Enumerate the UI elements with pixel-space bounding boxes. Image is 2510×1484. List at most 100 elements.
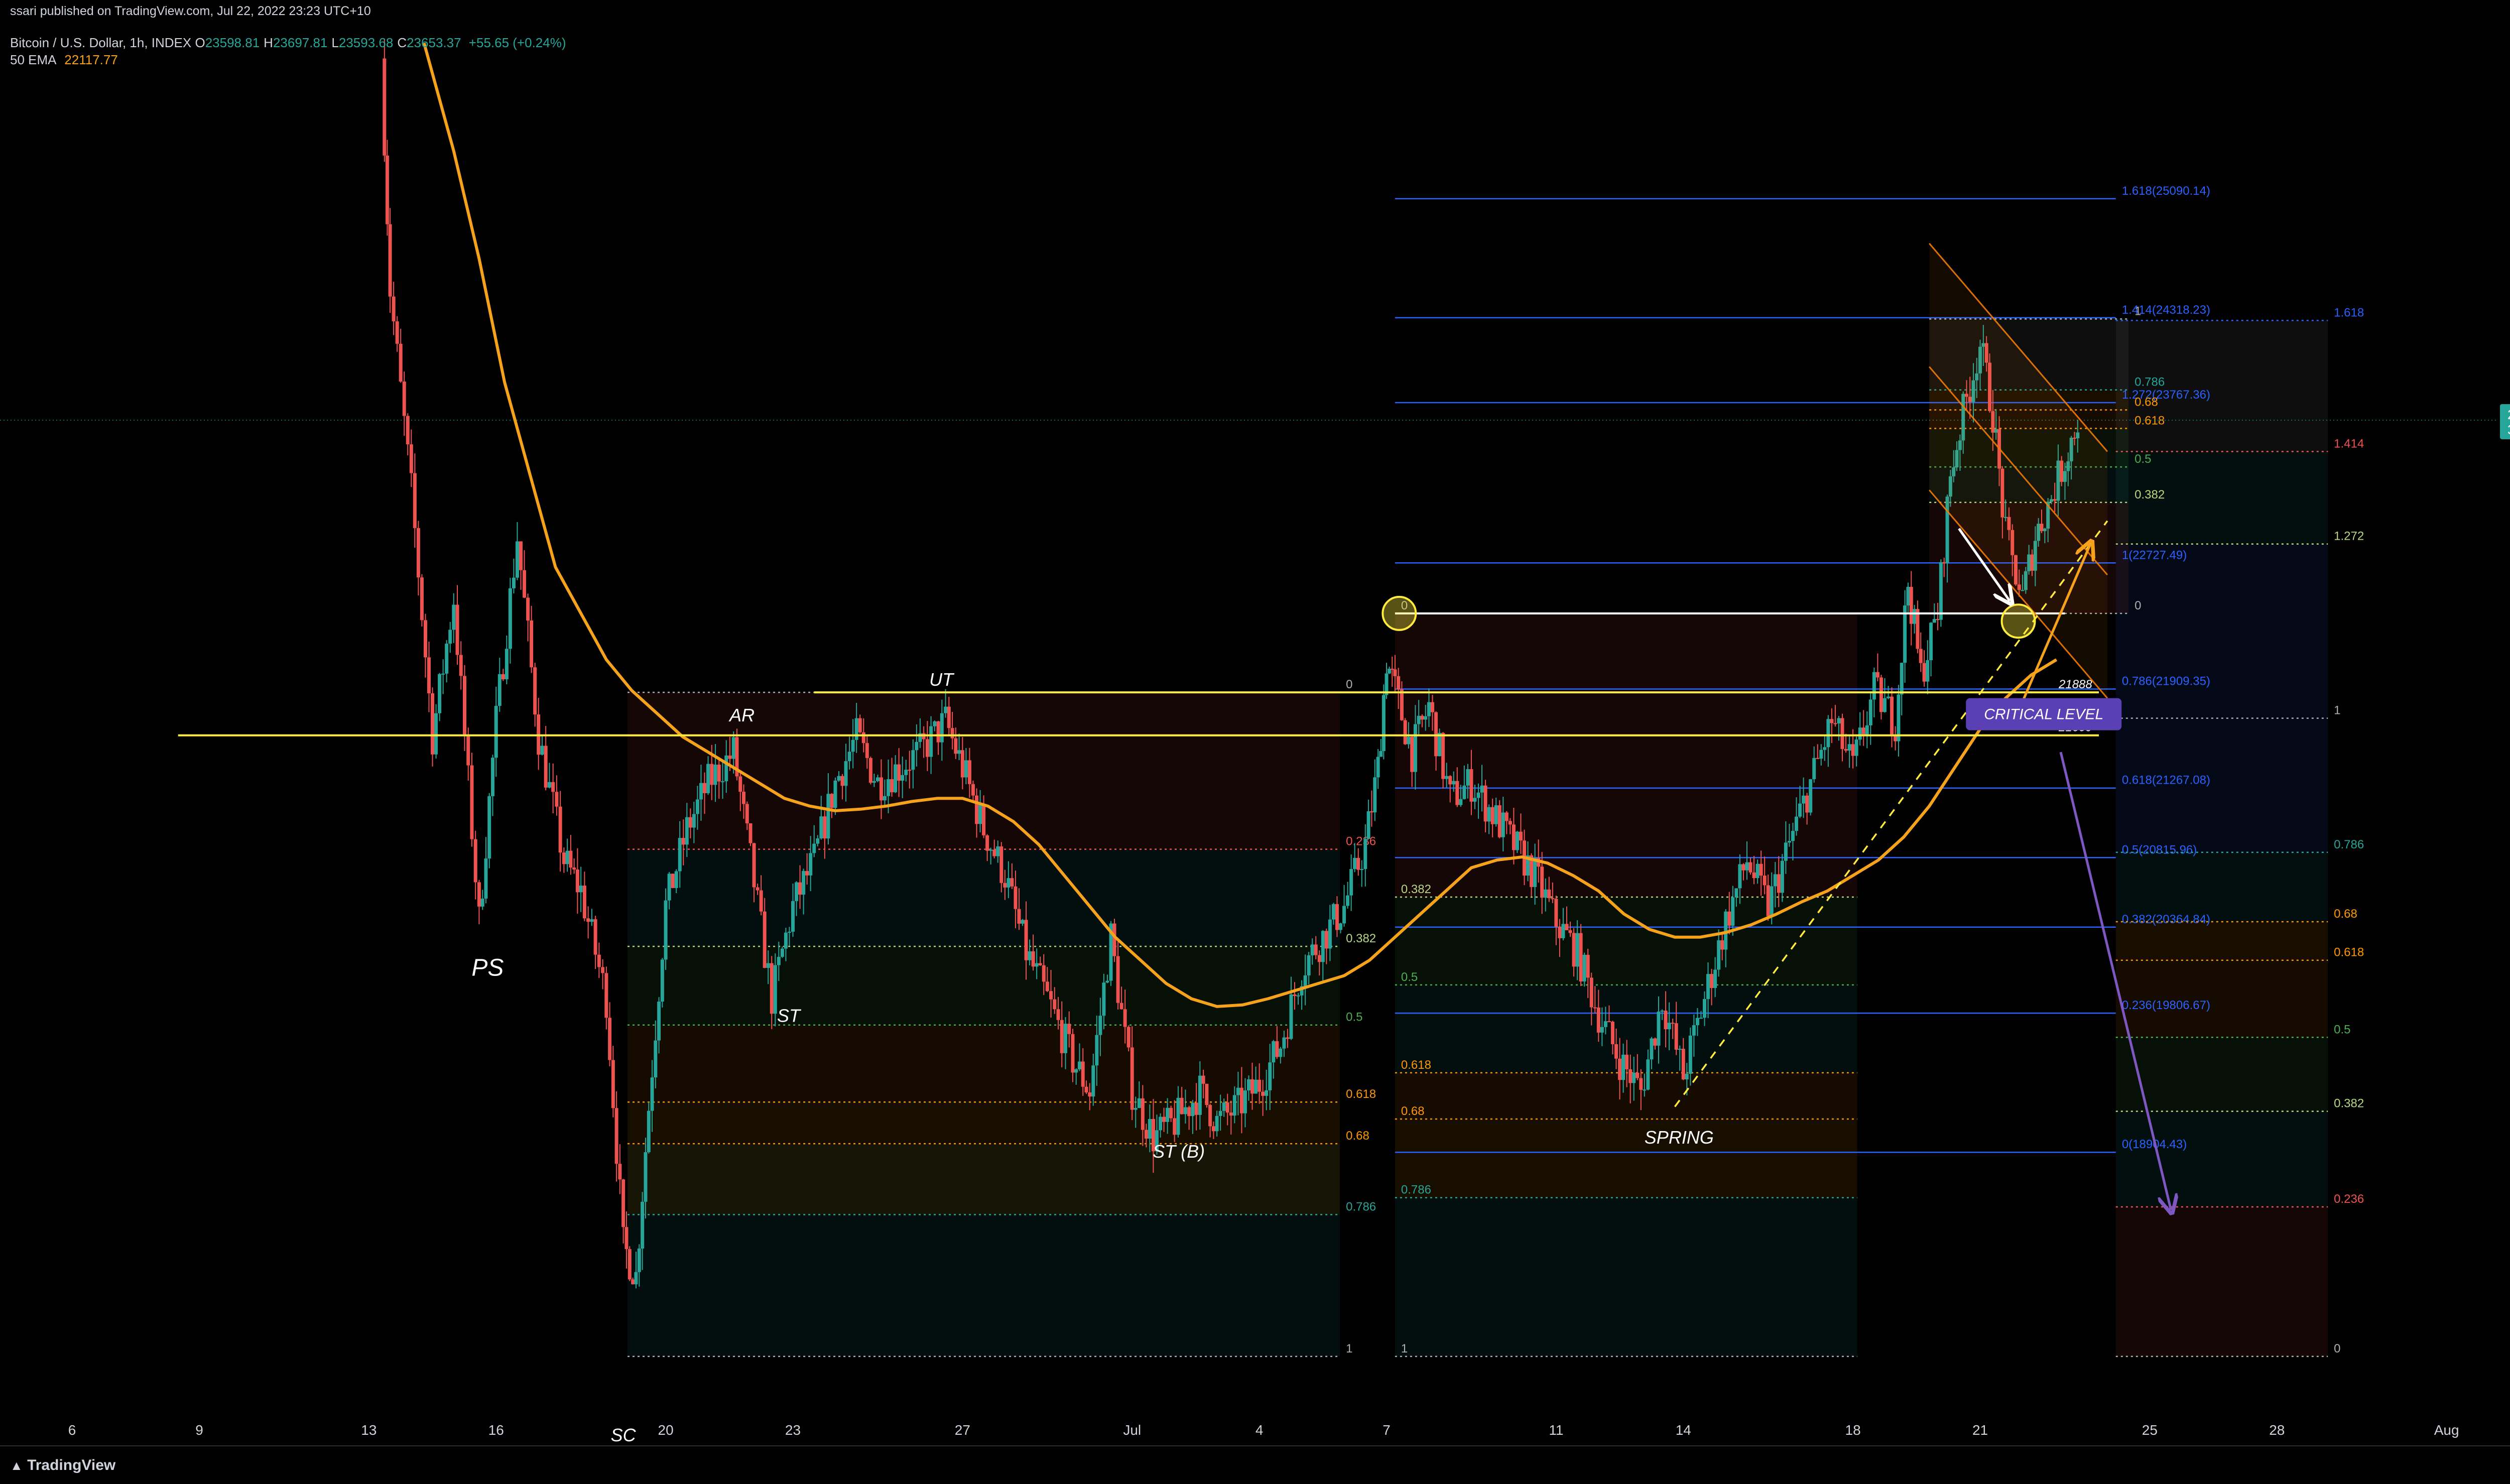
candle-body	[1625, 1054, 1629, 1069]
fib-level-label: 0.5(20815.96)	[2122, 843, 2197, 856]
candle-body	[1812, 758, 1816, 780]
time-tick-label: 25	[2142, 1422, 2158, 1438]
candle-body	[1508, 821, 1512, 825]
candle-body	[1586, 954, 1590, 978]
candle-body	[1071, 1034, 1075, 1073]
candle-body	[1031, 951, 1035, 967]
candle-body	[477, 882, 481, 907]
candle-body	[1272, 1041, 1276, 1063]
brand-name: TradingView	[27, 1457, 116, 1473]
fib-level-label: 1	[2135, 304, 2141, 318]
candle-body	[1258, 1079, 1262, 1092]
candle-body	[1410, 736, 1414, 772]
candle-body	[1890, 696, 1894, 735]
candle-body	[1674, 1023, 1678, 1050]
candle-body	[1060, 1020, 1064, 1053]
candle-body	[1565, 924, 1569, 930]
candle-body	[2024, 571, 2028, 590]
candle-body	[703, 783, 707, 793]
candle-body	[1978, 346, 1982, 374]
candle-body	[1734, 888, 1738, 898]
candle-body	[840, 776, 844, 786]
candle-body	[1703, 999, 1707, 1018]
candle-body	[608, 1018, 612, 1060]
candle-body	[1706, 974, 1710, 999]
candle-body	[1713, 969, 1717, 988]
candle-body	[908, 770, 912, 771]
tradingview-logo[interactable]: ▲ TradingView	[10, 1457, 115, 1474]
candle-body	[865, 743, 869, 758]
candle-body	[448, 630, 452, 644]
candle-body	[950, 728, 954, 738]
candle-body	[933, 721, 937, 726]
fib-level-label: 1.272(23767.36)	[2122, 388, 2210, 402]
fib-level-label: 0.5	[2135, 452, 2151, 466]
candle-body	[1865, 725, 1869, 735]
time-tick-label: Aug	[2434, 1422, 2459, 1438]
ema-legend[interactable]: 50 EMA 22117.77	[10, 52, 118, 68]
candle-body	[1603, 1021, 1607, 1027]
candle-body	[1692, 1025, 1696, 1036]
candle-body	[1695, 1018, 1699, 1026]
candle-body	[1579, 933, 1583, 981]
candle-body	[533, 667, 537, 715]
candle-body	[1968, 397, 1972, 402]
bar-countdown-label: 37:00	[2507, 422, 2510, 437]
candle-body	[770, 963, 774, 1014]
candle-body	[887, 779, 891, 796]
candle-body	[1403, 720, 1407, 745]
candle-body	[1455, 781, 1459, 805]
candle-body	[604, 973, 608, 1018]
candle-body	[1678, 1049, 1682, 1050]
candle-body	[1650, 1038, 1654, 1060]
candle-body	[854, 718, 858, 740]
candle-body	[1554, 899, 1558, 927]
time-tick-label: 23	[785, 1422, 801, 1438]
candle-body	[957, 750, 961, 754]
candle-body	[427, 657, 431, 694]
candle-body	[742, 792, 746, 804]
candle-body	[2063, 471, 2067, 482]
critical-level-label: CRITICAL LEVEL	[1984, 706, 2103, 723]
candle-body	[2021, 590, 2025, 591]
candle-body	[1282, 1037, 1286, 1049]
fib-zone	[628, 1102, 1340, 1144]
ohlc-key: L	[331, 35, 339, 50]
time-tick-label: 21	[1972, 1422, 1988, 1438]
candle-body	[1098, 1016, 1102, 1035]
candle-body	[999, 846, 1003, 883]
fib-level-label: 0.786	[2135, 376, 2165, 389]
candle-body	[1084, 1086, 1088, 1093]
candle-body	[1945, 497, 1949, 564]
candle-body	[805, 871, 809, 876]
fib-level-label: 1.618(25090.14)	[2122, 184, 2210, 198]
candle-body	[611, 1060, 615, 1108]
candle-body	[2069, 437, 2073, 461]
candle-body	[523, 570, 527, 598]
candle-body	[1247, 1079, 1250, 1091]
candle-body	[1922, 663, 1926, 682]
candle-body	[2053, 499, 2057, 501]
candle-body	[748, 823, 752, 843]
candle-body	[530, 620, 534, 668]
fib-zone	[2115, 921, 2328, 960]
candle-body	[631, 1279, 635, 1285]
candle-body	[614, 1108, 618, 1164]
candle-body	[1265, 1090, 1269, 1096]
candle-body	[644, 1152, 648, 1202]
candle-body	[1353, 857, 1357, 869]
candle-body	[1882, 698, 1887, 712]
candle-body	[1551, 898, 1555, 900]
candle-body	[2014, 555, 2018, 585]
fib-level-label: 0.382	[2334, 1097, 2364, 1110]
candle-body	[1225, 1102, 1229, 1113]
channel-fill	[1929, 243, 2107, 698]
candle-body	[1112, 923, 1116, 956]
candle-body	[1632, 1072, 1636, 1083]
candle-body	[756, 887, 760, 891]
candle-body	[1875, 672, 1879, 678]
candle-body	[1035, 963, 1039, 967]
candle-body	[1049, 991, 1053, 1000]
fib-zone	[1929, 319, 2129, 390]
